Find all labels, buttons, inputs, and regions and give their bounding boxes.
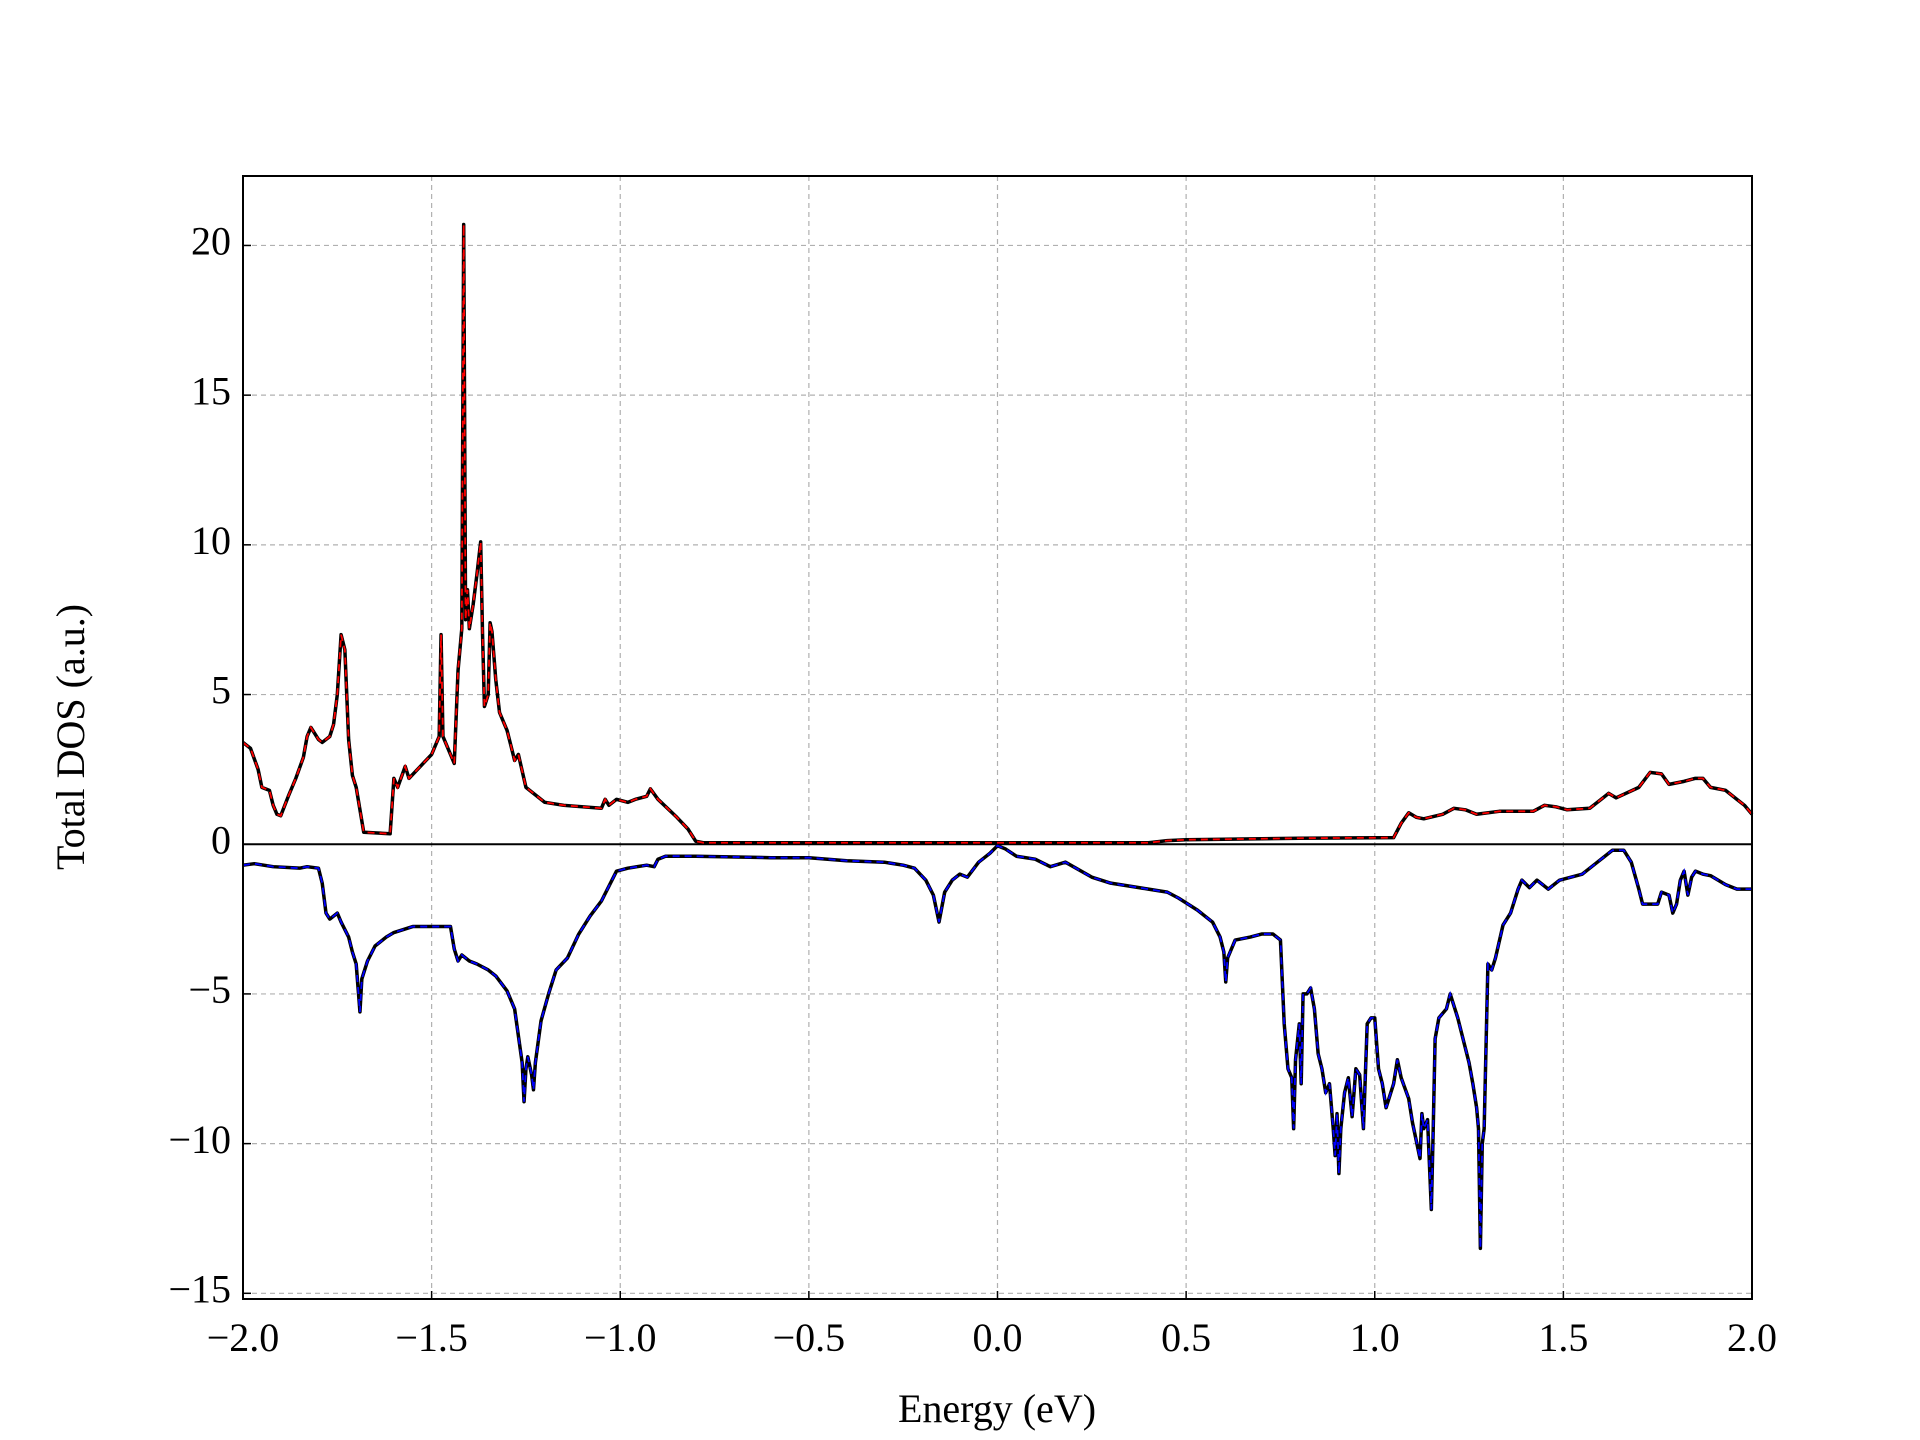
series-line-overlay bbox=[242, 224, 1753, 844]
y-tick-label: −10 bbox=[168, 1117, 231, 1162]
x-tick-label: 2.0 bbox=[1727, 1315, 1777, 1360]
y-tick-label: −5 bbox=[188, 967, 231, 1012]
y-tick-label: 0 bbox=[211, 817, 231, 862]
x-tick-label: 1.0 bbox=[1350, 1315, 1400, 1360]
x-tick-label: −0.5 bbox=[773, 1315, 846, 1360]
series-line-overlay bbox=[242, 844, 1752, 1249]
plot-frame bbox=[242, 175, 1753, 1300]
y-tick-label: 20 bbox=[191, 219, 231, 264]
y-tick-label: 5 bbox=[211, 668, 231, 713]
x-tick-label: 0.5 bbox=[1161, 1315, 1211, 1360]
x-tick-label: −1.5 bbox=[395, 1315, 468, 1360]
x-tick-label: 1.5 bbox=[1538, 1315, 1588, 1360]
y-axis-label: Total DOS (a.u.) bbox=[48, 604, 93, 870]
x-tick-label: −2.0 bbox=[207, 1315, 280, 1360]
series-line bbox=[241, 222, 1754, 845]
x-axis-label: Energy (eV) bbox=[898, 1386, 1096, 1431]
y-tick-label: 10 bbox=[191, 518, 231, 563]
x-tick-label: 0.0 bbox=[973, 1315, 1023, 1360]
x-tick-label: −1.0 bbox=[584, 1315, 657, 1360]
y-tick-label: −15 bbox=[168, 1266, 231, 1311]
y-tick-label: 15 bbox=[191, 368, 231, 413]
